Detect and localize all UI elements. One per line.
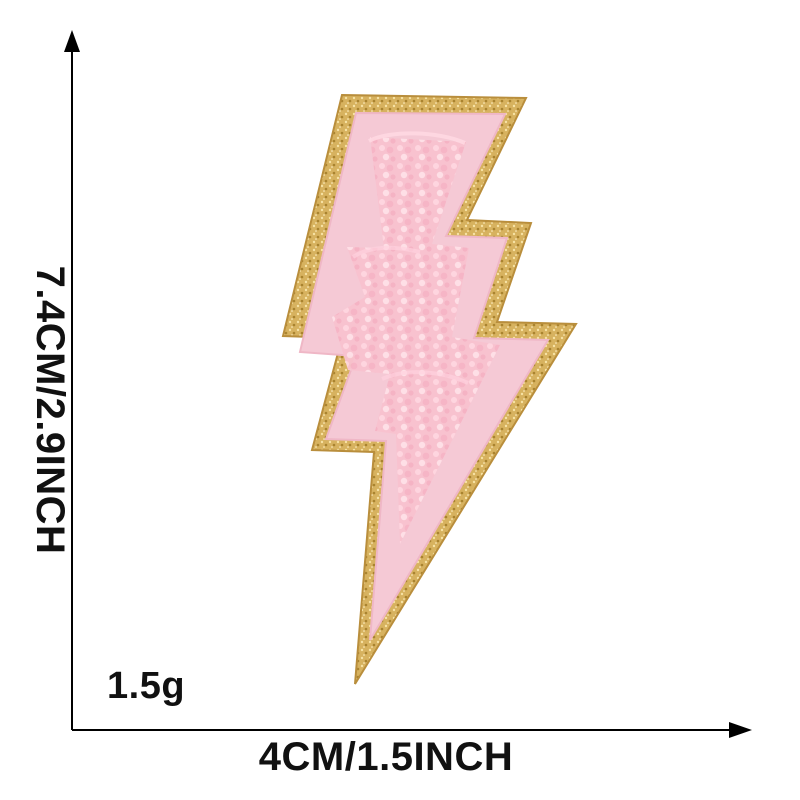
height-dimension-label: 7.4CM/2.9INCH [28,265,72,555]
lightning-bolt-patch [281,93,578,685]
weight-label: 1.5g [107,665,186,707]
vertical-axis-arrow-icon [64,30,80,52]
horizontal-axis-arrow-icon [729,722,752,738]
width-dimension-label: 4CM/1.5INCH [258,735,514,779]
patch-chenille-fill [332,137,500,544]
